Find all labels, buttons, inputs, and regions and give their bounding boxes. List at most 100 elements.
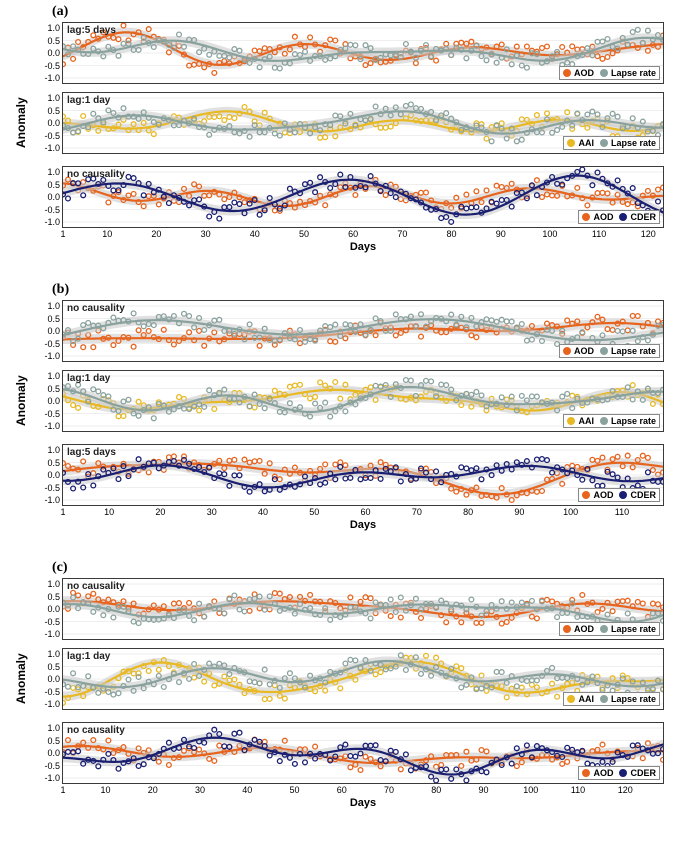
legend: AAI Lapse rate <box>563 692 660 706</box>
panel-annot: no causality <box>67 725 125 736</box>
xtick: 100 <box>563 505 578 517</box>
legend-label: AOD <box>574 624 594 634</box>
xtick: 30 <box>195 783 205 795</box>
chart-panel-b3: lag:5 days-1.0-0.50.00.51.01102030405060… <box>62 444 664 506</box>
legend-item-lapse: Lapse rate <box>600 346 656 356</box>
legend-marker-icon <box>563 347 571 355</box>
ytick: 0.0 <box>47 604 63 614</box>
panel-annot: no causality <box>67 169 125 180</box>
xtick: 10 <box>104 505 114 517</box>
legend-label: CDER <box>630 490 656 500</box>
xtick: 30 <box>201 227 211 239</box>
xtick: 30 <box>207 505 217 517</box>
legend-item-lapse: Lapse rate <box>600 694 656 704</box>
chart-svg <box>63 445 663 505</box>
legend-item-cder: CDER <box>619 768 656 778</box>
xtick: 40 <box>250 227 260 239</box>
xtick: 80 <box>431 783 441 795</box>
ytick: 0.5 <box>47 458 63 468</box>
legend-item-cder: CDER <box>619 490 656 500</box>
xtick: 1 <box>60 783 65 795</box>
xtick: 80 <box>463 505 473 517</box>
ytick: -0.5 <box>44 687 63 697</box>
xtick: 90 <box>514 505 524 517</box>
ytick: -0.5 <box>44 339 63 349</box>
xlabel: Days <box>350 227 376 253</box>
xtick: 20 <box>148 783 158 795</box>
xtick: 50 <box>289 783 299 795</box>
legend-item-cder: CDER <box>619 212 656 222</box>
xtick: 70 <box>384 783 394 795</box>
legend-marker-icon <box>600 625 608 633</box>
ytick: -0.5 <box>44 409 63 419</box>
legend-marker-icon <box>567 417 575 425</box>
legend-marker-icon <box>600 139 608 147</box>
figure-root: (a)Anomalylag:5 days-1.0-0.50.00.51.0AOD… <box>0 0 685 848</box>
legend-label: Lapse rate <box>611 138 656 148</box>
ytick: -1.0 <box>44 773 63 783</box>
ytick: -0.5 <box>44 61 63 71</box>
legend: AAI Lapse rate <box>563 136 660 150</box>
ytick: -1.0 <box>44 217 63 227</box>
legend-marker-icon <box>600 417 608 425</box>
ytick: 0.0 <box>47 674 63 684</box>
panel-annot: no causality <box>67 581 125 592</box>
legend-marker-icon <box>600 347 608 355</box>
xtick: 80 <box>447 227 457 239</box>
xtick: 110 <box>592 227 606 239</box>
xtick: 40 <box>258 505 268 517</box>
legend-label: AAI <box>578 694 594 704</box>
legend-item-lapse: Lapse rate <box>600 68 656 78</box>
legend-marker-icon <box>582 491 590 499</box>
legend: AODLapse rate <box>559 344 660 358</box>
ytick: 0.5 <box>47 384 63 394</box>
panel-annot: lag:1 day <box>67 95 110 106</box>
ytick: 1.0 <box>47 649 63 659</box>
legend-label: AAI <box>578 138 594 148</box>
legend-item-lapse: Lapse rate <box>600 624 656 634</box>
group-label: (c) <box>52 560 68 576</box>
legend: AODCDER <box>578 766 660 780</box>
legend-label: CDER <box>630 768 656 778</box>
legend-label: CDER <box>630 212 656 222</box>
legend-item-aod: AOD <box>582 212 613 222</box>
legend-item-lapse: Lapse rate <box>600 416 656 426</box>
legend-marker-icon <box>619 769 627 777</box>
chart-panel-a1: lag:5 days-1.0-0.50.00.51.0AODLapse rate <box>62 22 664 84</box>
ytick: 0.5 <box>47 314 63 324</box>
ytick: 0.5 <box>47 592 63 602</box>
chart-panel-b2: lag:1 day-1.0-0.50.00.51.0AAILapse rate <box>62 370 664 432</box>
ytick: 1.0 <box>47 167 63 177</box>
ytick: -0.5 <box>44 131 63 141</box>
ytick: 0.0 <box>47 326 63 336</box>
xtick: 100 <box>523 783 538 795</box>
legend-item-aod: AOD <box>582 490 613 500</box>
xtick: 10 <box>101 783 111 795</box>
panel-annot: lag:5 days <box>67 447 116 458</box>
legend-label: Lapse rate <box>611 416 656 426</box>
ytick: 0.0 <box>47 118 63 128</box>
legend-item-lapse: Lapse rate <box>600 138 656 148</box>
legend-marker-icon <box>567 695 575 703</box>
ytick: 0.0 <box>47 470 63 480</box>
ytick: 0.0 <box>47 748 63 758</box>
legend-marker-icon <box>600 695 608 703</box>
legend-item-aai: AAI <box>567 416 594 426</box>
ytick: -1.0 <box>44 699 63 709</box>
ytick: 0.0 <box>47 192 63 202</box>
ytick: -1.0 <box>44 629 63 639</box>
legend-item-aai: AAI <box>567 694 594 704</box>
ylabel: Anomaly <box>14 97 28 148</box>
ytick: -0.5 <box>44 617 63 627</box>
legend-label: Lapse rate <box>611 694 656 704</box>
legend-item-aai: AAI <box>567 138 594 148</box>
ytick: -1.0 <box>44 73 63 83</box>
xlabel: Days <box>350 783 376 809</box>
xtick: 70 <box>397 227 407 239</box>
legend-marker-icon <box>619 491 627 499</box>
legend-label: AOD <box>574 68 594 78</box>
ytick: 0.5 <box>47 662 63 672</box>
xtick: 60 <box>337 783 347 795</box>
xtick: 110 <box>571 783 585 795</box>
legend-label: Lapse rate <box>611 624 656 634</box>
